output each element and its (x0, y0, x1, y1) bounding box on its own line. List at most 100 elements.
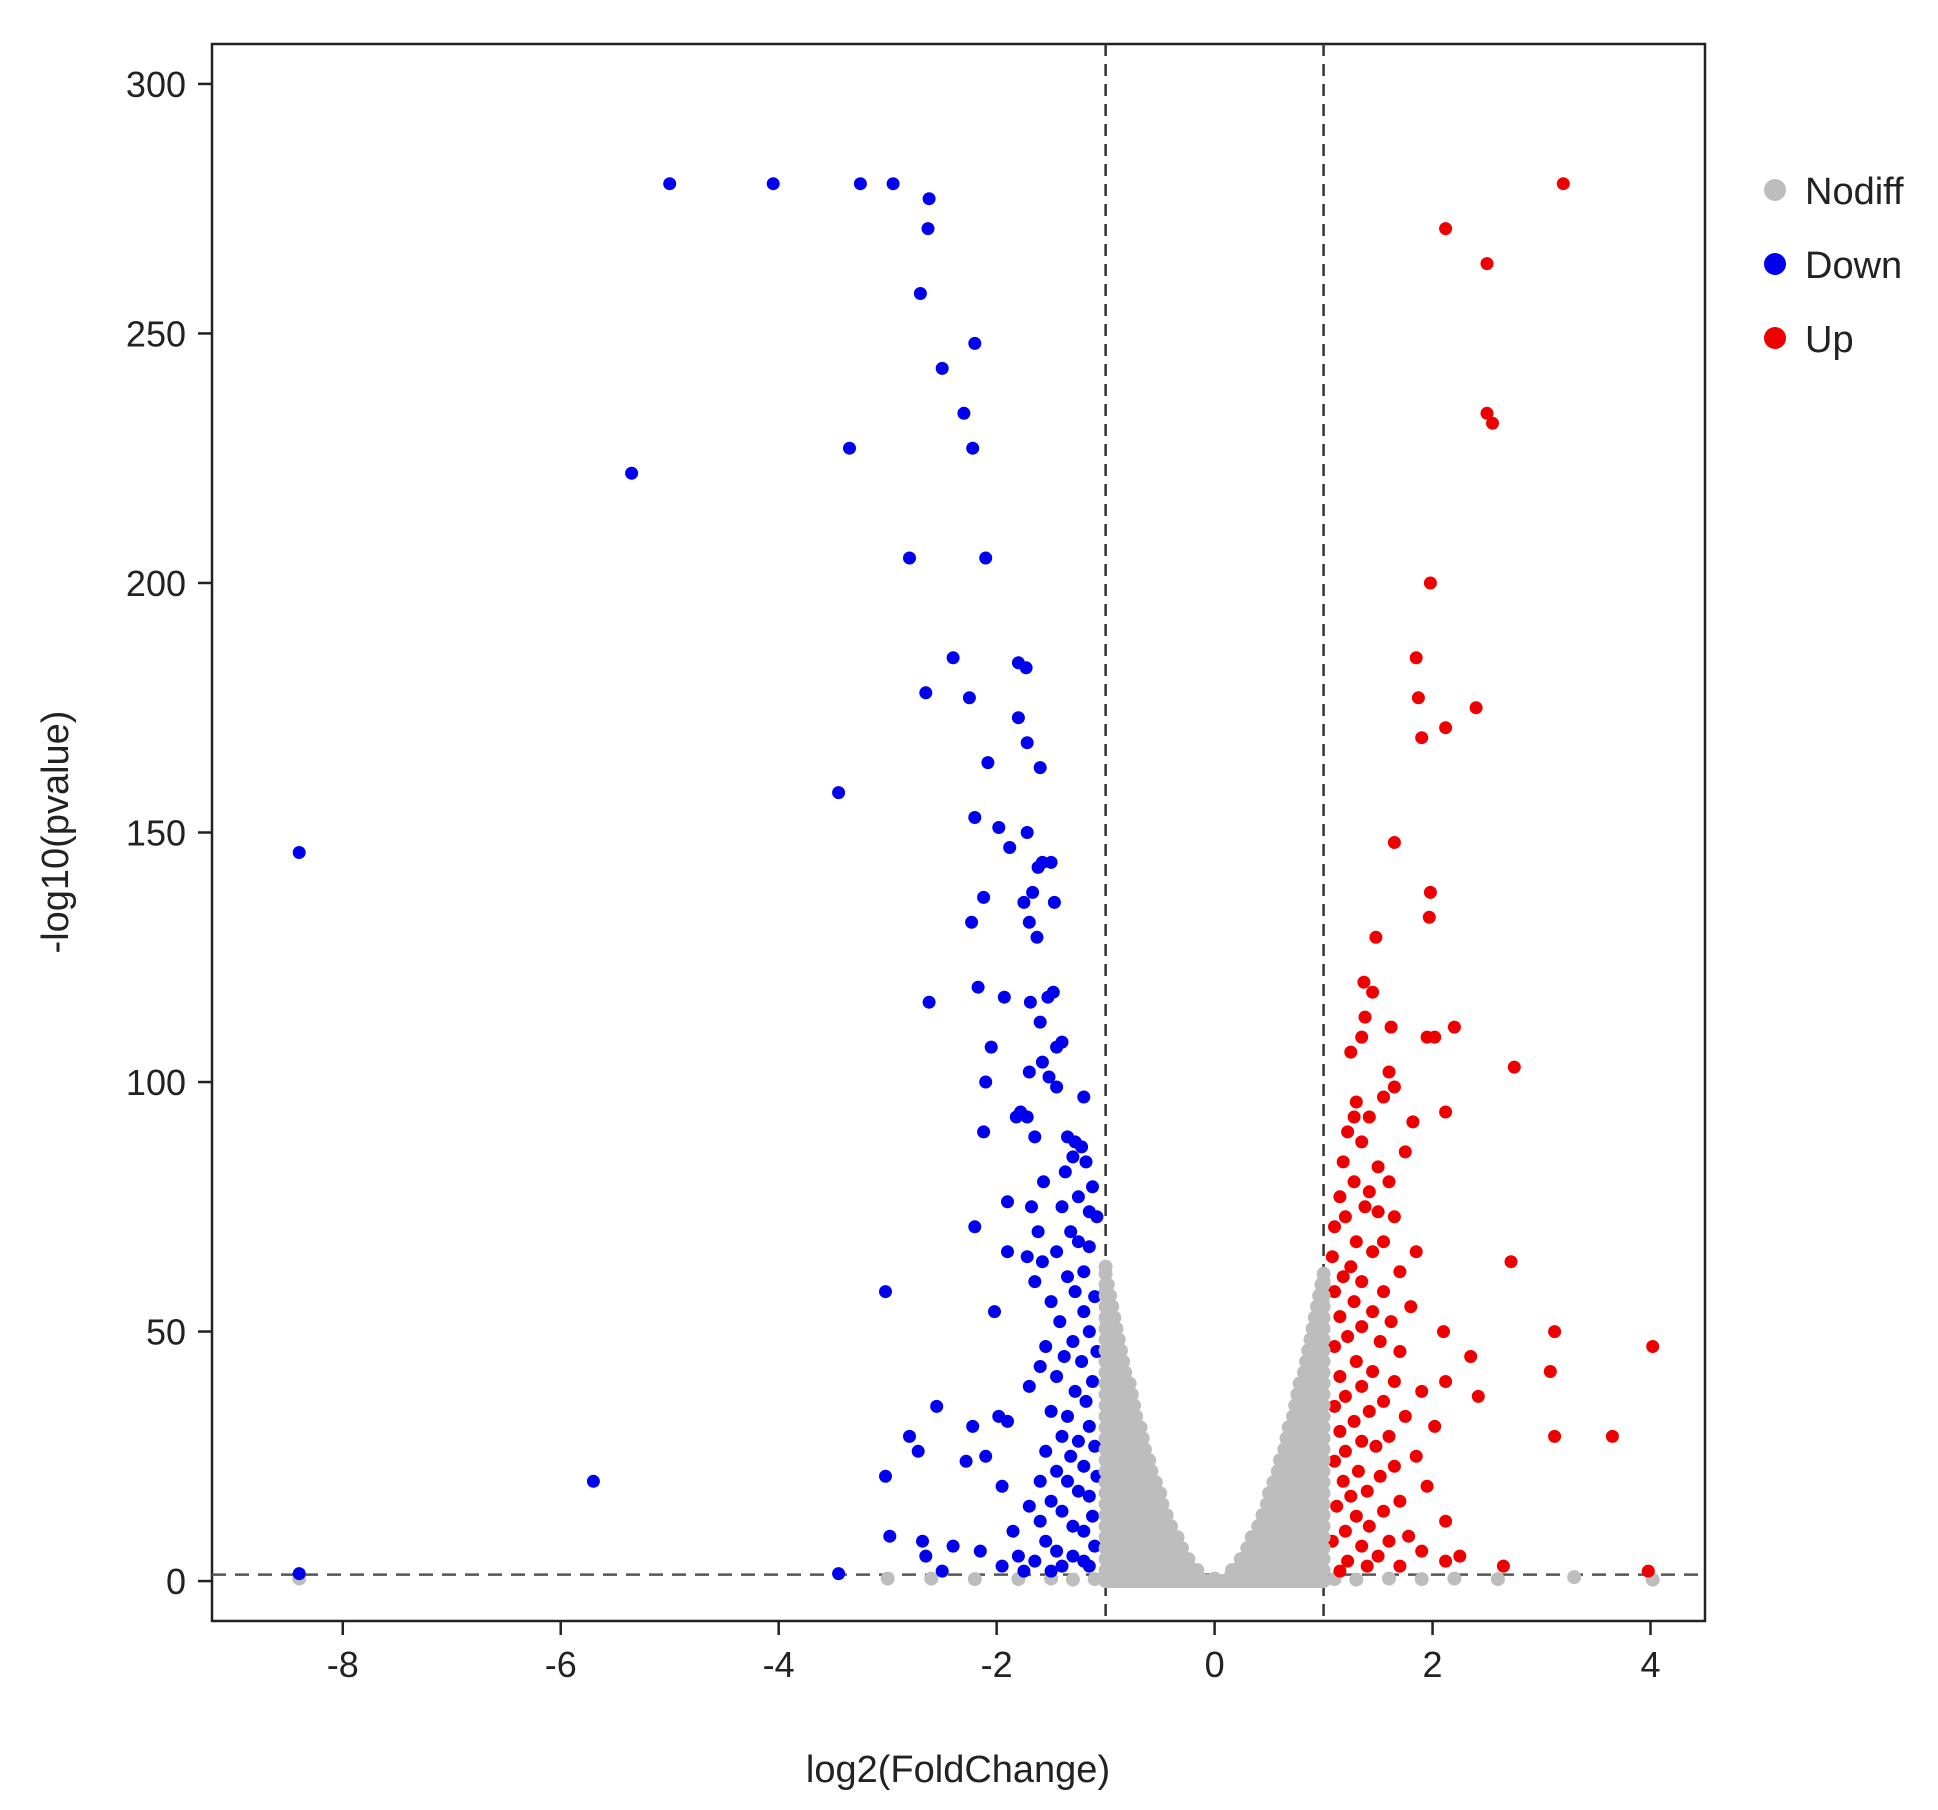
point-down (1086, 1375, 1099, 1388)
point-down (1082, 1559, 1096, 1573)
point-down (1047, 895, 1061, 909)
point-down (1077, 1305, 1091, 1319)
point-up (1338, 1210, 1352, 1224)
point-up (1325, 1250, 1339, 1264)
point-up (1393, 1494, 1407, 1508)
point-nodiff (1135, 1431, 1150, 1446)
point-down (1077, 1090, 1091, 1104)
point-up (1366, 985, 1380, 999)
point-down (1066, 1335, 1080, 1348)
point-up (1543, 1365, 1557, 1378)
point-up (1423, 576, 1437, 590)
point-nodiff (1316, 1464, 1331, 1479)
y-tick-label: 0 (166, 1561, 186, 1602)
point-up (1355, 1275, 1369, 1289)
point-up (1507, 1060, 1521, 1074)
point-down (1044, 1295, 1058, 1309)
point-down (886, 177, 900, 191)
point-down (1023, 995, 1037, 1009)
point-up (1398, 1145, 1412, 1159)
point-nodiff (1316, 1519, 1331, 1534)
point-down (1035, 1255, 1049, 1269)
y-tick-label: 300 (126, 64, 186, 105)
point-down (1022, 1379, 1036, 1393)
point-down (1050, 1040, 1064, 1054)
point-down (1075, 1140, 1089, 1154)
point-up (1371, 1160, 1385, 1174)
point-down (1044, 1404, 1058, 1418)
point-up (1347, 1414, 1361, 1428)
point-down (1055, 1429, 1069, 1443)
point-up (1409, 651, 1423, 665)
y-tick-label: 50 (146, 1312, 186, 1353)
point-down (1001, 1245, 1014, 1259)
point-up (1382, 1429, 1396, 1443)
point-down (1064, 1225, 1078, 1239)
point-down (903, 1429, 916, 1443)
point-down (1020, 826, 1034, 839)
point-down (1028, 1130, 1042, 1144)
point-down (1071, 1484, 1085, 1498)
point-up (1641, 1564, 1655, 1578)
point-down (1058, 1165, 1072, 1179)
point-down (1011, 711, 1025, 725)
point-down (1020, 1110, 1034, 1124)
point-nodiff (1100, 1277, 1115, 1292)
point-down (935, 1564, 949, 1578)
point-down (1071, 1434, 1085, 1448)
point-down (1061, 1270, 1074, 1284)
point-up (1333, 1424, 1347, 1438)
point-nodiff (1065, 1572, 1080, 1587)
series-down (292, 177, 1104, 1581)
point-down (1057, 1350, 1071, 1363)
point-nodiff (1490, 1572, 1505, 1587)
point-up (1464, 1350, 1478, 1363)
point-nodiff (967, 1572, 982, 1587)
point-up (1328, 1399, 1341, 1413)
point-down (879, 1285, 892, 1299)
legend-label-down: Down (1805, 245, 1902, 287)
point-nodiff (1349, 1572, 1364, 1587)
point-down (1077, 1524, 1091, 1538)
point-down (1017, 895, 1031, 909)
point-down (625, 466, 639, 480)
point-nodiff (1316, 1453, 1331, 1468)
point-down (1033, 1360, 1047, 1373)
point-up (1360, 1559, 1374, 1573)
point-down (1039, 1340, 1053, 1353)
x-tick-label: 2 (1423, 1644, 1443, 1685)
point-up (1387, 1210, 1401, 1224)
threshold-lines (212, 44, 1705, 1621)
point-down (832, 786, 846, 800)
point-down (965, 915, 979, 929)
point-up (1362, 1404, 1376, 1418)
point-nodiff (924, 1571, 939, 1586)
point-up (1402, 1529, 1416, 1543)
point-down (1026, 885, 1040, 899)
point-nodiff (1447, 1571, 1462, 1586)
y-tick-label: 250 (126, 313, 186, 354)
point-nodiff (1181, 1552, 1196, 1567)
point-nodiff (1316, 1409, 1331, 1424)
point-nodiff (1382, 1571, 1396, 1586)
point-up (1373, 1469, 1387, 1483)
point-up (1344, 1045, 1358, 1059)
point-down (1061, 1409, 1074, 1423)
point-up (1393, 1345, 1407, 1358)
point-up (1355, 1135, 1369, 1149)
point-up (1469, 701, 1483, 715)
point-nodiff (1148, 1475, 1163, 1490)
point-down (292, 1567, 306, 1581)
legend-label-up: Up (1805, 319, 1854, 361)
point-up (1420, 1479, 1434, 1493)
point-down (1088, 1290, 1102, 1304)
point-up (1387, 1375, 1401, 1388)
point-down (979, 551, 993, 565)
point-down (1042, 1070, 1056, 1084)
point-nodiff (1087, 1572, 1102, 1587)
point-down (966, 441, 980, 455)
point-up (1347, 1110, 1361, 1124)
point-up (1336, 1474, 1350, 1488)
point-up (1453, 1549, 1467, 1563)
point-up (1377, 1394, 1390, 1408)
